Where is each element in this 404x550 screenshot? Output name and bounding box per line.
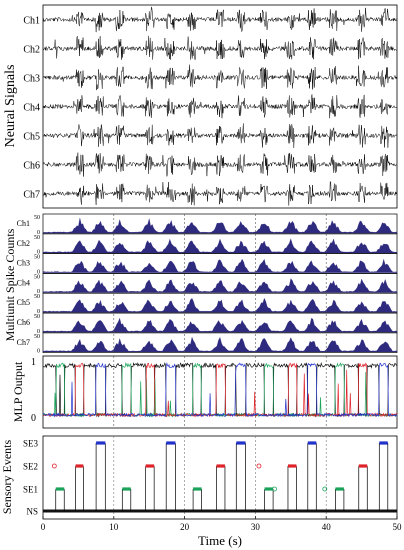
misclassified-marker [51,463,57,469]
spike-ytick-top: 50 [34,334,40,340]
events-plot [43,441,397,513]
spike-ytick-bottom: 0 [37,230,40,236]
neural-channel-label: Ch5 [23,132,40,143]
spike-ytick-top: 50 [34,215,40,221]
events-markers [113,436,327,519]
spike-ytick-bottom: 0 [37,329,40,335]
events-xticks: 0 10 20 30 40 50 [41,516,402,532]
neural-traces [42,6,398,206]
spike-counts-panel: Ch1500Ch2500Ch3500Ch4500Ch5500Ch6500Ch75… [3,213,398,355]
spike-channel-label: Ch2 [17,239,30,248]
spike-ytick-bottom: 0 [37,289,40,295]
spike-ytick-top: 50 [34,314,40,320]
sensory-events-panel: NS SE1 SE2 SE3 0 10 20 30 40 50 Sensory Events T… [0,435,402,548]
events-xtick-label: 40 [322,522,332,532]
sensory-events-frame [42,435,398,520]
neural-trace-6 [42,152,398,177]
spike-count-area [42,336,398,352]
sensory-events-ylabel: Sensory Events [0,440,14,515]
mlp-line-se1 [42,362,398,418]
neural-channel-label: Ch3 [23,74,40,85]
neural-signals-ylabel: Neural Signals [3,65,18,148]
spike-count-area [42,258,398,273]
events-xtick-label: 50 [393,522,403,532]
events-ytick: SE3 [23,439,39,449]
neural-channel-label: Ch4 [23,103,40,114]
events-ytick: SE1 [23,485,38,495]
events-xtick-label: 30 [251,522,261,532]
spike-channel-label: Ch1 [17,219,30,228]
misclassified-marker [256,463,262,469]
mlp-lines [42,362,398,418]
events-xtick-label: 10 [109,522,119,532]
neural-trace-5 [42,123,398,149]
neural-trace-2 [42,35,398,61]
events-ytick: SE2 [23,462,38,472]
spike-count-area [42,218,398,233]
spike-ytick-top: 50 [34,235,40,241]
mlp-output-ylabel: MLP Output [11,361,25,422]
time-xlabel: Time (s) [198,533,242,548]
spike-ytick-bottom: 0 [37,250,40,256]
spike-counts-ylabel: Multiunit Spike Counts [3,228,17,341]
neural-channel-label: Ch2 [23,45,40,56]
neural-channel-label: Ch1 [23,16,40,27]
neural-trace-4 [42,94,398,119]
spike-ytick-bottom: 0 [37,309,40,315]
spike-ytick-bottom: 0 [37,269,40,275]
spike-channel-label: Ch7 [17,338,30,347]
misclassified-marker [272,486,277,492]
neural-trace-1 [42,6,398,33]
neural-trace-7 [42,180,398,206]
mlp-output-panel: 1 0 MLP Output [11,355,398,429]
spike-count-area [42,278,398,293]
spike-ytick-top: 50 [34,255,40,261]
neural-channel-label: Ch6 [23,161,40,172]
spike-row-frame [42,332,398,353]
neural-signals-panel: Ch1 Ch2 Ch3 Ch4 Ch5 Ch6 Ch7 Neural Signals [3,4,398,209]
neural-trace-3 [42,64,398,91]
spike-channel-label: Ch5 [17,298,30,307]
misclassified-marker [322,486,328,492]
mlp-ytick-1: 1 [31,357,36,368]
spike-channel-label: Ch4 [17,278,30,287]
mlp-ytick-0: 0 [31,413,36,424]
spike-ytick-bottom: 0 [37,349,40,355]
spike-count-area [42,238,398,253]
events-xtick-label: 20 [180,522,190,532]
spike-count-rows: Ch1500Ch2500Ch3500Ch4500Ch5500Ch6500Ch75… [17,213,398,355]
events-xtick-label: 0 [41,522,46,532]
spike-ytick-top: 50 [34,274,40,280]
mlp-line-se3 [42,362,398,418]
spike-channel-label: Ch3 [17,259,30,268]
mlp-line-se2 [42,362,398,418]
spike-count-area [42,297,398,313]
events-ytick: NS [26,507,38,517]
mlp-output-frame [42,355,398,429]
events-yticks: NS SE1 SE2 SE3 [23,439,39,517]
spike-ytick-top: 50 [34,294,40,300]
neural-channel-label: Ch7 [23,190,40,201]
spike-count-markers [113,214,327,353]
neural-channel-labels: Ch1 Ch2 Ch3 Ch4 Ch5 Ch6 Ch7 [23,16,40,201]
spike-count-area [42,317,398,332]
spike-channel-label: Ch6 [17,318,30,327]
